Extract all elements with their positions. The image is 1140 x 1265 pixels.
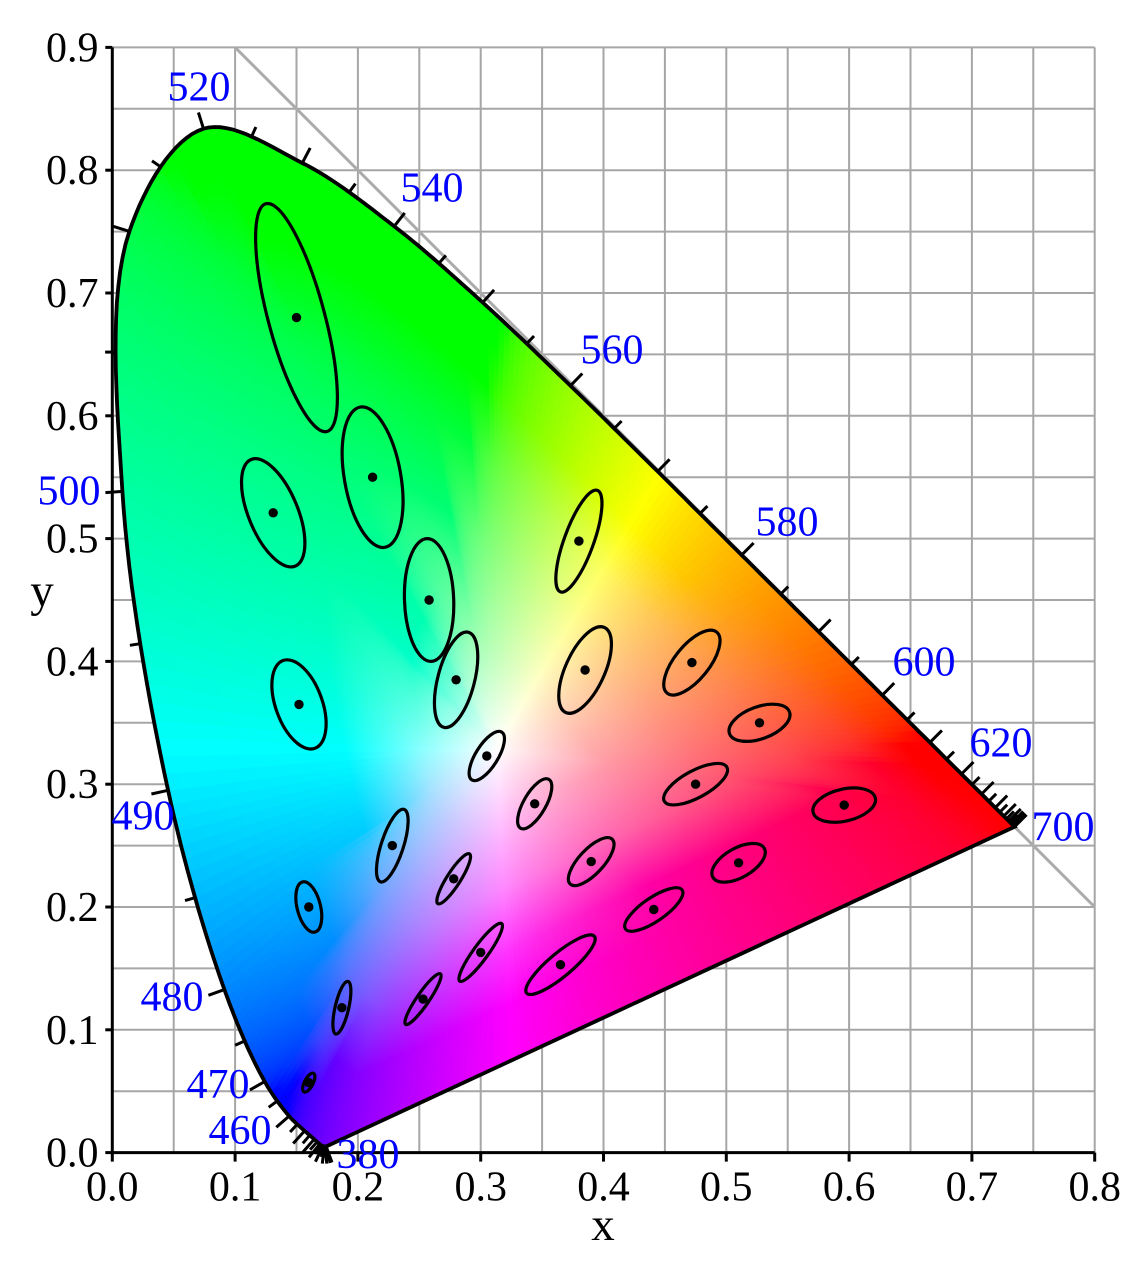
svg-text:600: 600 [893,640,956,686]
svg-text:0.7: 0.7 [946,1165,999,1211]
svg-text:0.5: 0.5 [700,1165,753,1211]
svg-text:0.1: 0.1 [46,1008,99,1054]
svg-text:620: 620 [970,721,1033,767]
svg-text:0.6: 0.6 [46,394,99,440]
svg-text:700: 700 [1032,805,1095,851]
svg-text:y: y [30,565,54,617]
svg-text:560: 560 [581,328,644,374]
svg-text:490: 490 [112,794,175,840]
svg-text:0.7: 0.7 [46,271,99,317]
svg-text:0.2: 0.2 [46,885,99,931]
svg-text:0.8: 0.8 [46,148,99,194]
svg-text:0.3: 0.3 [454,1165,507,1211]
svg-text:0.3: 0.3 [46,762,99,808]
svg-text:480: 480 [141,975,204,1021]
svg-text:0.9: 0.9 [46,25,99,71]
svg-text:0.6: 0.6 [823,1165,876,1211]
svg-text:520: 520 [168,65,231,111]
svg-text:0.5: 0.5 [46,517,99,563]
svg-text:470: 470 [187,1062,250,1108]
svg-text:540: 540 [401,166,464,212]
svg-text:0.4: 0.4 [46,639,99,685]
svg-text:500: 500 [38,469,101,515]
svg-text:580: 580 [756,500,819,546]
svg-text:0.1: 0.1 [209,1165,262,1211]
svg-text:0.8: 0.8 [1068,1165,1121,1211]
svg-text:380: 380 [337,1132,400,1178]
svg-text:x: x [591,1199,615,1251]
svg-text:460: 460 [209,1108,272,1154]
svg-text:0.0: 0.0 [46,1131,99,1177]
